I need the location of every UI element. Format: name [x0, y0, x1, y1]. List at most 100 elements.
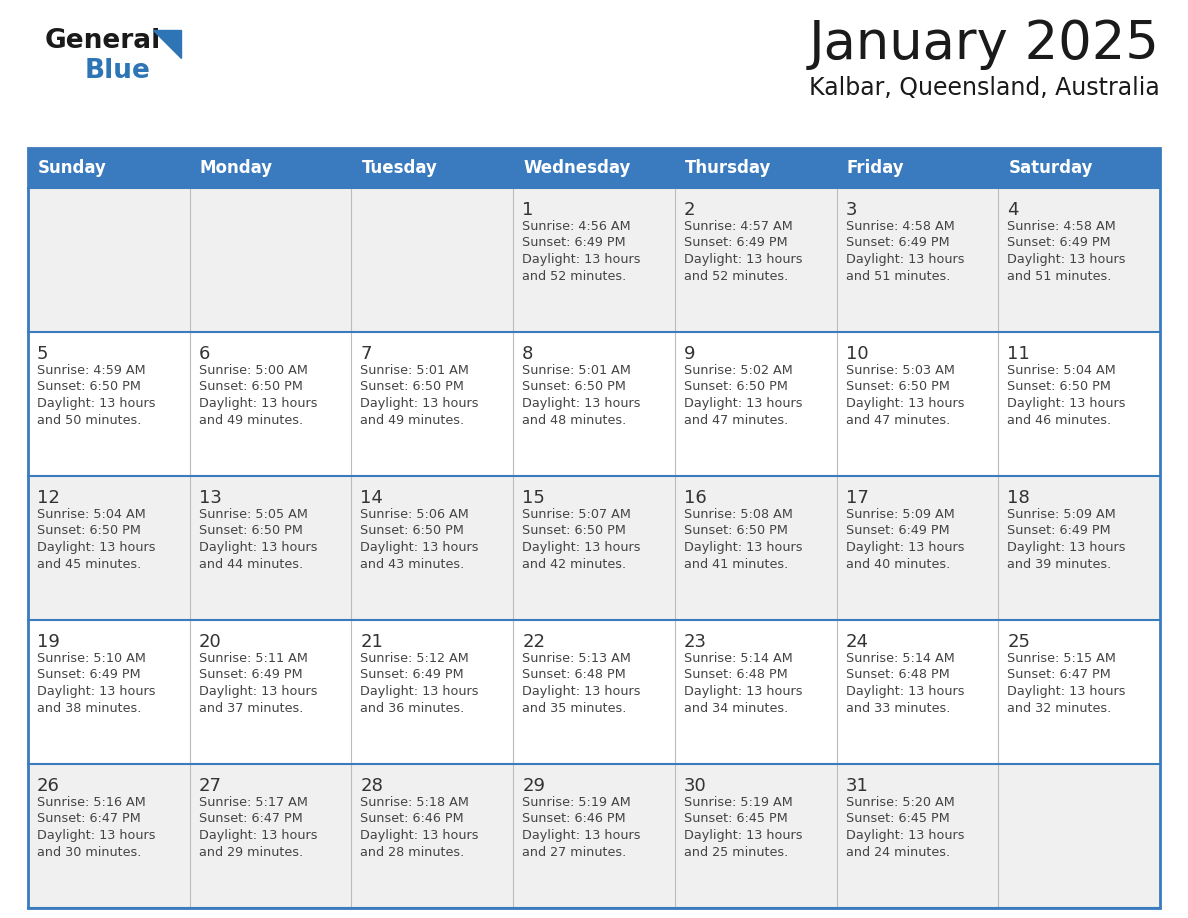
Text: Sunset: 6:49 PM: Sunset: 6:49 PM [846, 524, 949, 538]
Text: 28: 28 [360, 777, 384, 795]
Text: Daylight: 13 hours: Daylight: 13 hours [1007, 397, 1126, 410]
Text: and 50 minutes.: and 50 minutes. [37, 413, 141, 427]
Text: Sunrise: 5:03 AM: Sunrise: 5:03 AM [846, 364, 954, 377]
Text: Sunset: 6:50 PM: Sunset: 6:50 PM [523, 524, 626, 538]
Text: Sunrise: 5:07 AM: Sunrise: 5:07 AM [523, 508, 631, 521]
Text: Sunrise: 5:18 AM: Sunrise: 5:18 AM [360, 796, 469, 809]
Text: and 37 minutes.: and 37 minutes. [198, 701, 303, 714]
Text: Sunset: 6:50 PM: Sunset: 6:50 PM [360, 380, 465, 394]
Text: Sunrise: 5:00 AM: Sunrise: 5:00 AM [198, 364, 308, 377]
Text: Sunrise: 5:11 AM: Sunrise: 5:11 AM [198, 652, 308, 665]
Text: Daylight: 13 hours: Daylight: 13 hours [523, 541, 640, 554]
Text: and 49 minutes.: and 49 minutes. [360, 413, 465, 427]
Text: Daylight: 13 hours: Daylight: 13 hours [523, 397, 640, 410]
Text: 26: 26 [37, 777, 59, 795]
Text: 15: 15 [523, 489, 545, 507]
Text: Sunrise: 5:02 AM: Sunrise: 5:02 AM [684, 364, 792, 377]
Text: 31: 31 [846, 777, 868, 795]
Text: Sunset: 6:49 PM: Sunset: 6:49 PM [1007, 524, 1111, 538]
Text: and 33 minutes.: and 33 minutes. [846, 701, 950, 714]
Text: Daylight: 13 hours: Daylight: 13 hours [360, 829, 479, 842]
Text: Sunset: 6:49 PM: Sunset: 6:49 PM [846, 237, 949, 250]
Bar [29, 148, 1159, 908]
Text: Sunset: 6:48 PM: Sunset: 6:48 PM [523, 668, 626, 681]
Text: Sunset: 6:50 PM: Sunset: 6:50 PM [37, 524, 141, 538]
Text: Sunrise: 5:04 AM: Sunrise: 5:04 AM [37, 508, 146, 521]
Text: Sunrise: 5:08 AM: Sunrise: 5:08 AM [684, 508, 792, 521]
Text: and 28 minutes.: and 28 minutes. [360, 845, 465, 858]
Text: Thursday: Thursday [684, 159, 771, 177]
Text: 20: 20 [198, 633, 221, 651]
Text: 18: 18 [1007, 489, 1030, 507]
Text: Sunset: 6:46 PM: Sunset: 6:46 PM [360, 812, 465, 825]
Text: 16: 16 [684, 489, 707, 507]
Text: 5: 5 [37, 345, 49, 363]
Text: and 42 minutes.: and 42 minutes. [523, 557, 626, 570]
Text: and 39 minutes.: and 39 minutes. [1007, 557, 1112, 570]
Text: Sunrise: 5:19 AM: Sunrise: 5:19 AM [684, 796, 792, 809]
Text: Daylight: 13 hours: Daylight: 13 hours [523, 829, 640, 842]
Text: and 47 minutes.: and 47 minutes. [846, 413, 950, 427]
Text: Sunset: 6:48 PM: Sunset: 6:48 PM [846, 668, 949, 681]
Text: 25: 25 [1007, 633, 1030, 651]
Text: 29: 29 [523, 777, 545, 795]
Text: Sunrise: 5:01 AM: Sunrise: 5:01 AM [360, 364, 469, 377]
Text: Sunrise: 4:56 AM: Sunrise: 4:56 AM [523, 220, 631, 233]
Bar [29, 764, 1159, 908]
Text: and 30 minutes.: and 30 minutes. [37, 845, 141, 858]
Text: 21: 21 [360, 633, 384, 651]
Text: 9: 9 [684, 345, 695, 363]
Text: 3: 3 [846, 201, 857, 219]
Text: Sunrise: 4:57 AM: Sunrise: 4:57 AM [684, 220, 792, 233]
Text: and 51 minutes.: and 51 minutes. [1007, 270, 1112, 283]
Text: and 52 minutes.: and 52 minutes. [684, 270, 788, 283]
Text: Daylight: 13 hours: Daylight: 13 hours [523, 685, 640, 698]
Text: Sunset: 6:50 PM: Sunset: 6:50 PM [684, 524, 788, 538]
Text: Sunrise: 4:58 AM: Sunrise: 4:58 AM [1007, 220, 1116, 233]
Text: Daylight: 13 hours: Daylight: 13 hours [684, 397, 802, 410]
Text: and 29 minutes.: and 29 minutes. [198, 845, 303, 858]
Text: 8: 8 [523, 345, 533, 363]
Bar [29, 332, 1159, 476]
Text: Blue: Blue [86, 58, 151, 84]
Text: Sunset: 6:49 PM: Sunset: 6:49 PM [198, 668, 302, 681]
Text: 12: 12 [37, 489, 59, 507]
Text: Sunrise: 5:09 AM: Sunrise: 5:09 AM [846, 508, 954, 521]
Text: Sunset: 6:50 PM: Sunset: 6:50 PM [198, 524, 303, 538]
Text: Sunrise: 5:20 AM: Sunrise: 5:20 AM [846, 796, 954, 809]
Text: Daylight: 13 hours: Daylight: 13 hours [846, 397, 965, 410]
Text: and 45 minutes.: and 45 minutes. [37, 557, 141, 570]
Text: and 38 minutes.: and 38 minutes. [37, 701, 141, 714]
Text: and 35 minutes.: and 35 minutes. [523, 701, 626, 714]
Text: Sunrise: 5:09 AM: Sunrise: 5:09 AM [1007, 508, 1116, 521]
Polygon shape [153, 30, 181, 58]
Text: Sunrise: 5:17 AM: Sunrise: 5:17 AM [198, 796, 308, 809]
Text: Daylight: 13 hours: Daylight: 13 hours [846, 829, 965, 842]
Text: Sunset: 6:47 PM: Sunset: 6:47 PM [198, 812, 303, 825]
Text: Sunrise: 4:59 AM: Sunrise: 4:59 AM [37, 364, 146, 377]
Text: Sunset: 6:50 PM: Sunset: 6:50 PM [684, 380, 788, 394]
Text: Sunrise: 5:16 AM: Sunrise: 5:16 AM [37, 796, 146, 809]
Text: Sunset: 6:47 PM: Sunset: 6:47 PM [1007, 668, 1111, 681]
Text: Daylight: 13 hours: Daylight: 13 hours [360, 397, 479, 410]
Text: Wednesday: Wednesday [523, 159, 631, 177]
Text: Sunset: 6:48 PM: Sunset: 6:48 PM [684, 668, 788, 681]
Text: and 41 minutes.: and 41 minutes. [684, 557, 788, 570]
Text: Daylight: 13 hours: Daylight: 13 hours [198, 829, 317, 842]
Bar [29, 476, 1159, 620]
Text: Daylight: 13 hours: Daylight: 13 hours [37, 541, 156, 554]
Text: 27: 27 [198, 777, 222, 795]
Text: Sunrise: 5:14 AM: Sunrise: 5:14 AM [846, 652, 954, 665]
Text: 11: 11 [1007, 345, 1030, 363]
Text: Sunrise: 5:14 AM: Sunrise: 5:14 AM [684, 652, 792, 665]
Text: Daylight: 13 hours: Daylight: 13 hours [360, 541, 479, 554]
Text: and 34 minutes.: and 34 minutes. [684, 701, 788, 714]
Text: Daylight: 13 hours: Daylight: 13 hours [846, 253, 965, 266]
Text: Sunset: 6:49 PM: Sunset: 6:49 PM [360, 668, 465, 681]
Text: and 46 minutes.: and 46 minutes. [1007, 413, 1112, 427]
Text: Sunset: 6:50 PM: Sunset: 6:50 PM [1007, 380, 1111, 394]
Bar [29, 188, 1159, 332]
Text: 7: 7 [360, 345, 372, 363]
Text: Sunrise: 5:04 AM: Sunrise: 5:04 AM [1007, 364, 1116, 377]
Text: Sunset: 6:45 PM: Sunset: 6:45 PM [846, 812, 949, 825]
